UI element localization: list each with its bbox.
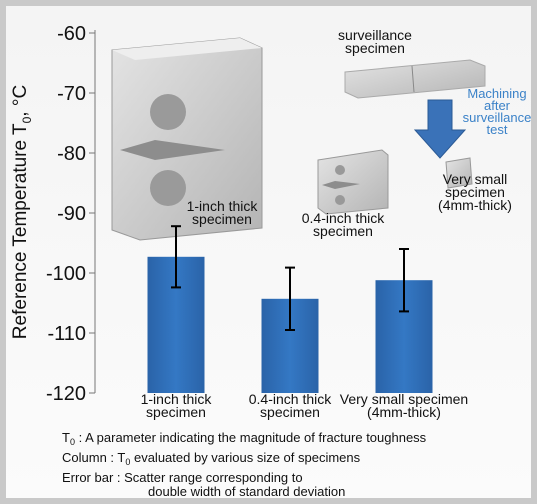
error-bar [399,248,409,313]
image-label-line: surveillance [463,110,532,125]
y-label-rest: , °C [10,85,31,117]
y-axis-label: Reference Temperature T0, °C [10,85,34,339]
error-bar [171,225,181,289]
x-tick-label: 0.4-inch thick specimen [249,391,332,420]
image-label-line: specimen [313,223,373,239]
note-sub: 0 [125,457,130,467]
image-label-line: Machining [467,86,526,101]
note: double width of standard deviation [148,484,345,499]
specimen-images [111,37,486,241]
image-label-line: surveillance [338,27,412,43]
note-text: : A parameter indicating the magnitude o… [75,430,427,445]
y-tick-label: -60 [57,23,86,45]
x-tick-label: 1-inch thick specimen [141,391,213,420]
image-label-line: specimen [445,184,505,200]
y-tick-label: -70 [57,83,86,105]
note-sub: 0 [70,437,75,447]
y-tick-label: -90 [57,203,86,225]
image-label: Very small specimen (4mm-thick) [438,171,512,213]
error-bar [285,266,295,331]
y-label-main: Reference Temperature T [10,123,31,339]
x-tick-line: Very small specimen [340,391,468,407]
note-text: Error bar : Scatter range corresponding … [62,470,303,485]
image-label: Machining after surveillance test [463,86,532,137]
note-text: Column : T [62,450,125,465]
image-label-line: test [487,122,508,137]
note-text: double width of standard deviation [148,484,345,499]
y-label-sub: 0 [20,116,34,123]
x-tick-line: specimen [146,404,206,420]
image-label-line: specimen [192,211,252,227]
image-label-line: specimen [345,40,405,56]
x-tick-line: 0.4-inch thick [249,391,332,407]
y-tick-label: -120 [46,383,86,405]
image-label: surveillance specimen [338,27,412,56]
image-label-line: 1-inch thick [187,198,259,214]
x-tick-line: (4mm-thick) [367,404,441,420]
image-label-line: (4mm-thick) [438,197,512,213]
x-tick-line: 1-inch thick [141,391,213,407]
x-tick-label: Very small specimen (4mm-thick) [340,391,468,420]
note-text: T [62,430,70,445]
note: Error bar : Scatter range corresponding … [62,470,303,485]
image-label: 1-inch thick specimen [187,198,259,227]
y-tick-label: -100 [46,263,86,285]
image-label-line: 0.4-inch thick [302,210,385,226]
image-label-line: after [484,98,511,113]
x-tick-line: specimen [260,404,320,420]
y-tick-label: -80 [57,143,86,165]
note: T0 : A parameter indicating the magnitud… [62,430,427,447]
note: Column : T0 evaluated by various size of… [62,450,361,467]
image-label: 0.4-inch thick specimen [302,210,385,239]
image-label-line: Very small [443,171,508,187]
note-text: evaluated by various size of specimens [130,450,360,465]
y-tick-label: -110 [47,323,86,345]
